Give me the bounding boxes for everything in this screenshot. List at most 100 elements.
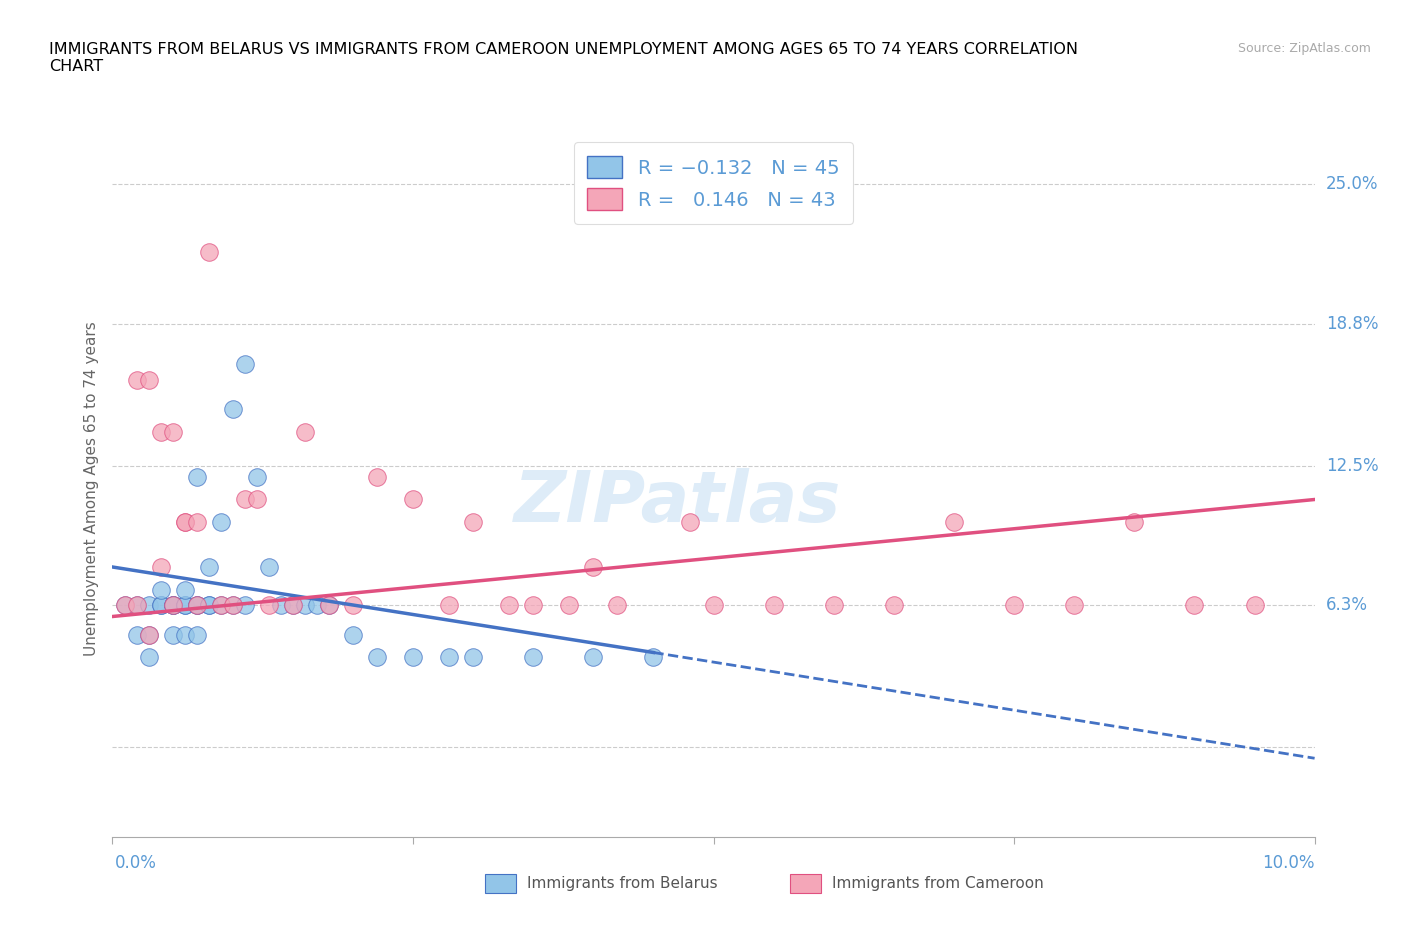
Point: [173, 598, 195, 613]
Point: [222, 598, 245, 613]
Point: [186, 470, 208, 485]
Text: 10.0%: 10.0%: [1263, 854, 1315, 872]
Point: [1063, 598, 1085, 613]
Point: [318, 598, 340, 613]
Point: [138, 598, 160, 613]
Point: [125, 627, 148, 642]
Point: [942, 514, 965, 529]
Point: [606, 598, 628, 613]
Point: [162, 598, 184, 613]
Point: [114, 598, 136, 613]
Point: [209, 598, 232, 613]
Point: [823, 598, 845, 613]
Text: 18.8%: 18.8%: [1326, 315, 1378, 333]
Point: [461, 514, 484, 529]
Text: Immigrants from Cameroon: Immigrants from Cameroon: [832, 876, 1045, 891]
Point: [257, 560, 280, 575]
Point: [702, 598, 725, 613]
Point: [342, 598, 364, 613]
Point: [305, 598, 328, 613]
Point: [149, 425, 172, 440]
Text: Source: ZipAtlas.com: Source: ZipAtlas.com: [1237, 42, 1371, 55]
Point: [522, 598, 544, 613]
Point: [437, 649, 460, 664]
Point: [173, 582, 195, 597]
Point: [1123, 514, 1146, 529]
Point: [162, 627, 184, 642]
Point: [162, 598, 184, 613]
Point: [294, 598, 316, 613]
Point: [461, 649, 484, 664]
Point: [233, 598, 256, 613]
Point: [114, 598, 136, 613]
Point: [149, 560, 172, 575]
Text: 25.0%: 25.0%: [1326, 176, 1378, 193]
Point: [437, 598, 460, 613]
Point: [173, 514, 195, 529]
Point: [162, 598, 184, 613]
Point: [558, 598, 581, 613]
Point: [186, 598, 208, 613]
Point: [162, 425, 184, 440]
Point: [246, 470, 269, 485]
Point: [186, 627, 208, 642]
Text: Immigrants from Belarus: Immigrants from Belarus: [527, 876, 718, 891]
Point: [197, 245, 219, 259]
Text: 12.5%: 12.5%: [1326, 457, 1378, 474]
Point: [342, 627, 364, 642]
Point: [222, 598, 245, 613]
Point: [246, 492, 269, 507]
Point: [233, 357, 256, 372]
Point: [125, 373, 148, 388]
Point: [270, 598, 292, 613]
Point: [678, 514, 700, 529]
Point: [257, 598, 280, 613]
Point: [402, 649, 425, 664]
Point: [186, 598, 208, 613]
Point: [402, 492, 425, 507]
Point: [643, 649, 665, 664]
Point: [125, 598, 148, 613]
Point: [233, 492, 256, 507]
Point: [138, 627, 160, 642]
Point: [582, 649, 605, 664]
Point: [318, 598, 340, 613]
Point: [281, 598, 304, 613]
Point: [138, 627, 160, 642]
Point: [138, 649, 160, 664]
Point: [162, 598, 184, 613]
Text: IMMIGRANTS FROM BELARUS VS IMMIGRANTS FROM CAMEROON UNEMPLOYMENT AMONG AGES 65 T: IMMIGRANTS FROM BELARUS VS IMMIGRANTS FR…: [49, 42, 1078, 74]
Point: [1184, 598, 1206, 613]
Point: [281, 598, 304, 613]
Legend: R = −0.132   N = 45, R =   0.146   N = 43: R = −0.132 N = 45, R = 0.146 N = 43: [574, 142, 853, 224]
Point: [209, 514, 232, 529]
Point: [197, 560, 219, 575]
Point: [366, 649, 388, 664]
Point: [149, 582, 172, 597]
Point: [883, 598, 905, 613]
Point: [125, 598, 148, 613]
Point: [209, 598, 232, 613]
Text: 0.0%: 0.0%: [115, 854, 157, 872]
Point: [1002, 598, 1025, 613]
Point: [762, 598, 785, 613]
Point: [149, 598, 172, 613]
Text: 6.3%: 6.3%: [1326, 596, 1368, 614]
Point: [522, 649, 544, 664]
Point: [366, 470, 388, 485]
Text: ZIPatlas: ZIPatlas: [513, 468, 841, 537]
Point: [197, 598, 219, 613]
Point: [186, 514, 208, 529]
Point: [197, 598, 219, 613]
Y-axis label: Unemployment Among Ages 65 to 74 years: Unemployment Among Ages 65 to 74 years: [83, 321, 98, 656]
Point: [498, 598, 520, 613]
Point: [222, 402, 245, 417]
Point: [138, 373, 160, 388]
Point: [173, 598, 195, 613]
Point: [582, 560, 605, 575]
Point: [173, 627, 195, 642]
Point: [173, 514, 195, 529]
Point: [186, 598, 208, 613]
Point: [1243, 598, 1265, 613]
Point: [294, 425, 316, 440]
